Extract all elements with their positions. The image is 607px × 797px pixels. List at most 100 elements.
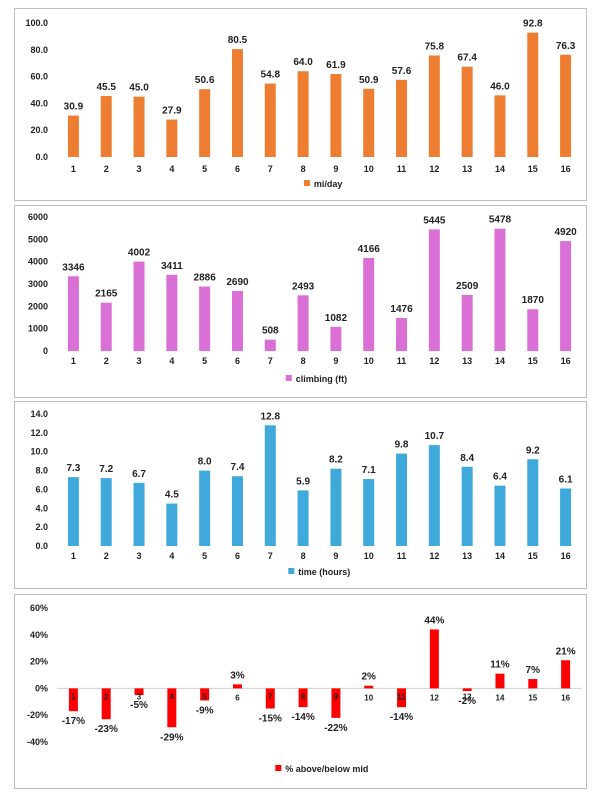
bar xyxy=(461,66,473,157)
x-tick-label: 12 xyxy=(429,164,439,174)
legend-swatch xyxy=(275,765,282,771)
bar xyxy=(330,326,342,351)
bar xyxy=(560,488,572,546)
y-tick-label: 1000 xyxy=(28,324,48,334)
bar xyxy=(67,477,79,546)
bar xyxy=(133,96,145,157)
bar xyxy=(200,688,210,701)
data-label: 7.1 xyxy=(362,465,376,476)
bar xyxy=(561,660,571,689)
y-tick-label: 6000 xyxy=(28,212,48,222)
x-tick-label: 5 xyxy=(202,164,207,174)
x-tick-label: 3 xyxy=(137,164,142,174)
x-tick-label: 12 xyxy=(429,356,439,366)
x-tick-label: 8 xyxy=(301,692,306,701)
y-tick-label: 12.0 xyxy=(30,428,48,438)
bar xyxy=(428,445,440,546)
x-tick-label: 2 xyxy=(104,551,109,561)
data-label: 2886 xyxy=(194,273,217,284)
x-tick-label: 15 xyxy=(528,693,537,702)
bar xyxy=(167,688,177,728)
legend-label: time (hours) xyxy=(298,567,350,577)
bar xyxy=(100,302,112,351)
data-label: 64.0 xyxy=(293,57,313,68)
legend-swatch xyxy=(285,375,292,381)
data-label: -17% xyxy=(62,716,85,727)
x-tick-label: 10 xyxy=(364,164,374,174)
bar xyxy=(133,482,145,546)
bar xyxy=(265,688,275,709)
x-tick-label: 1 xyxy=(71,692,76,701)
bar xyxy=(264,339,276,351)
x-tick-label: 2 xyxy=(104,356,109,366)
chart-climbing: 0 1000 2000 3000 4000 5000 6000 1 3346 2 2165 3 4002… xyxy=(28,212,577,384)
bar xyxy=(297,490,309,546)
x-tick-label: 11 xyxy=(397,356,407,366)
data-label: 9.8 xyxy=(395,440,409,451)
legend: % above/below mid xyxy=(275,764,368,774)
x-tick-label: 11 xyxy=(397,551,407,561)
bar xyxy=(397,688,407,708)
data-label: 50.6 xyxy=(195,75,215,86)
data-label: 2493 xyxy=(292,281,315,292)
bar xyxy=(264,83,276,157)
data-label: 54.8 xyxy=(261,70,281,81)
x-tick-label: 9 xyxy=(334,692,339,701)
chart-panel-mi-day: 0.0 20.0 40.0 60.0 80.0 100.0 1 30.9 2 45.5 3 45.0 4… xyxy=(14,8,587,201)
legend: climbing (ft) xyxy=(285,374,347,384)
chart-pct: -40% -20% 0% 20% 40% 60% 1 -17% 2 -23% 3-5% 4 -29% 5 -… xyxy=(27,603,582,774)
data-label: 10.7 xyxy=(425,431,445,442)
x-tick-label: 8 xyxy=(301,356,306,366)
data-label: 75.8 xyxy=(425,41,445,52)
data-label: 12.8 xyxy=(261,411,281,422)
data-label: 4.5 xyxy=(165,490,179,501)
bar xyxy=(396,318,408,351)
data-label: -22% xyxy=(324,723,347,734)
y-tick-label: -40% xyxy=(27,737,48,747)
y-tick-label: 10.0 xyxy=(30,447,48,457)
legend: mi/day xyxy=(303,179,342,189)
x-tick-label: 14 xyxy=(495,164,505,174)
bar xyxy=(67,115,79,157)
data-label: 8.2 xyxy=(329,455,343,466)
bar xyxy=(231,290,243,351)
y-tick-label: 3000 xyxy=(28,279,48,289)
bar xyxy=(199,89,211,157)
bar xyxy=(330,468,342,546)
bar xyxy=(494,485,506,546)
data-label: -9% xyxy=(196,705,214,716)
data-label: 57.6 xyxy=(392,66,412,77)
data-label: -23% xyxy=(95,724,118,735)
data-label: 80.5 xyxy=(228,35,248,46)
x-tick-label: 4 xyxy=(169,551,174,561)
data-label: 2509 xyxy=(456,281,479,292)
data-label: 30.9 xyxy=(64,102,84,113)
bar xyxy=(67,276,79,351)
bar xyxy=(199,286,211,351)
data-label: 46.0 xyxy=(490,81,510,92)
x-tick-label: 10 xyxy=(364,356,374,366)
chart-time: 0.0 2.0 4.0 6.0 8.0 10.0 12.0 14.0 1 7.3 2 7.2 3 6.7 4… xyxy=(30,409,573,577)
data-label: 6.7 xyxy=(132,469,146,480)
y-tick-label: 20% xyxy=(30,657,48,667)
x-tick-label: 8 xyxy=(301,164,306,174)
bar xyxy=(68,688,78,712)
data-label: 2165 xyxy=(95,289,118,300)
x-tick-label: 10 xyxy=(364,551,374,561)
x-tick-label: 1 xyxy=(71,356,76,366)
x-tick-label: 1 xyxy=(71,164,76,174)
y-tick-label: 60% xyxy=(30,603,48,613)
bar xyxy=(528,679,538,689)
data-label: 7.3 xyxy=(66,463,80,474)
bar xyxy=(100,478,112,546)
bar xyxy=(134,688,144,696)
y-tick-label: 0 xyxy=(43,346,48,356)
x-tick-label: 15 xyxy=(528,551,538,561)
x-tick-label: 5 xyxy=(202,551,207,561)
bar xyxy=(527,32,539,157)
x-tick-label: 14 xyxy=(495,356,505,366)
x-tick-label: 16 xyxy=(561,693,570,702)
data-label: 45.5 xyxy=(96,82,116,93)
y-tick-label: 60.0 xyxy=(30,72,48,82)
bar xyxy=(494,95,506,157)
